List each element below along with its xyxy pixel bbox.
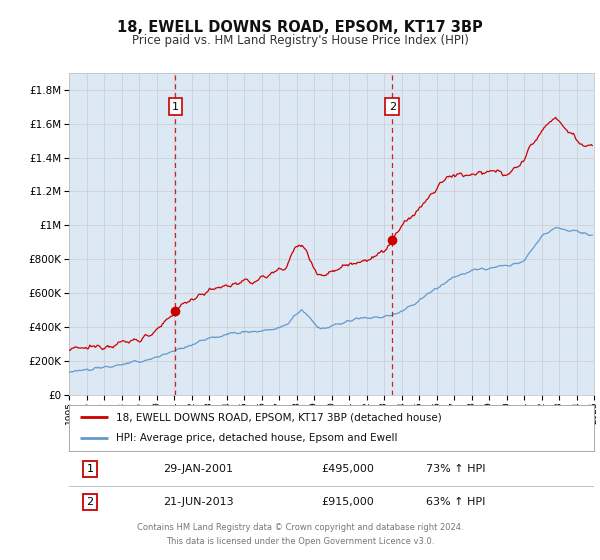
Text: Contains HM Land Registry data © Crown copyright and database right 2024.: Contains HM Land Registry data © Crown c… [137, 523, 463, 532]
Text: 29-JAN-2001: 29-JAN-2001 [163, 464, 233, 474]
Text: 73% ↑ HPI: 73% ↑ HPI [426, 464, 485, 474]
Text: HPI: Average price, detached house, Epsom and Ewell: HPI: Average price, detached house, Epso… [116, 433, 398, 444]
Text: 18, EWELL DOWNS ROAD, EPSOM, KT17 3BP: 18, EWELL DOWNS ROAD, EPSOM, KT17 3BP [117, 20, 483, 35]
Text: 18, EWELL DOWNS ROAD, EPSOM, KT17 3BP (detached house): 18, EWELL DOWNS ROAD, EPSOM, KT17 3BP (d… [116, 412, 442, 422]
Text: 63% ↑ HPI: 63% ↑ HPI [426, 497, 485, 507]
Text: 2: 2 [389, 101, 396, 111]
Text: 2: 2 [86, 497, 94, 507]
Text: Price paid vs. HM Land Registry's House Price Index (HPI): Price paid vs. HM Land Registry's House … [131, 34, 469, 46]
Text: This data is licensed under the Open Government Licence v3.0.: This data is licensed under the Open Gov… [166, 537, 434, 546]
Text: 1: 1 [86, 464, 94, 474]
Text: £915,000: £915,000 [321, 497, 374, 507]
Text: 1: 1 [172, 101, 179, 111]
Text: £495,000: £495,000 [321, 464, 374, 474]
Text: 21-JUN-2013: 21-JUN-2013 [163, 497, 234, 507]
